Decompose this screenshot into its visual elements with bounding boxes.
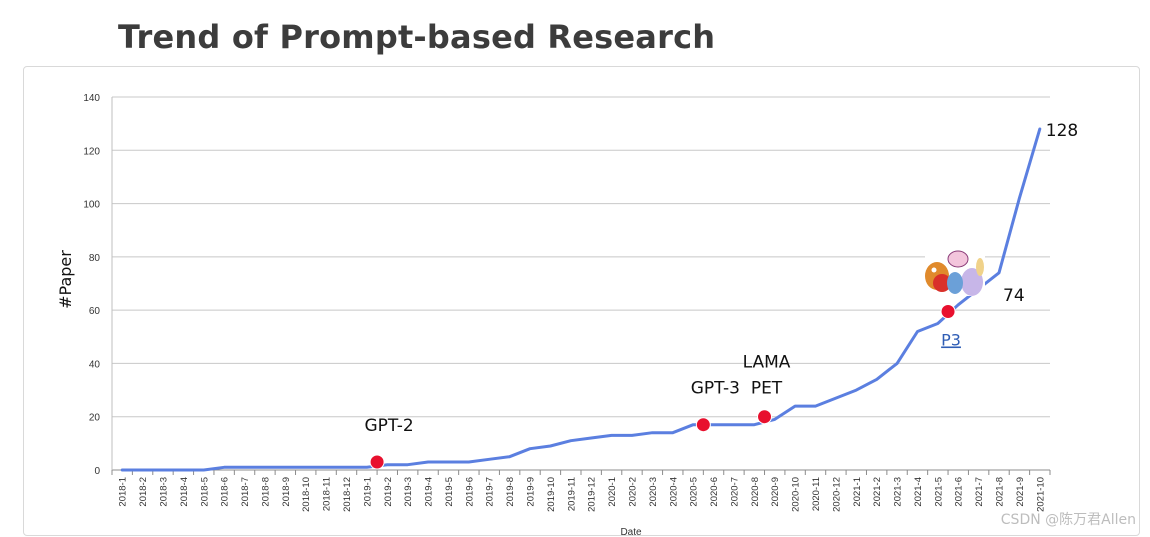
x-tick-label: 2018-6 [220, 477, 231, 507]
x-axis-title: Date [620, 527, 642, 537]
x-tick-label: 2021-2 [872, 477, 883, 507]
value-label: 128 [1046, 121, 1078, 141]
x-tick-label: 2019-2 [383, 477, 394, 507]
x-tick-label: 2020-6 [709, 477, 720, 507]
x-tick-label: 2020-5 [689, 477, 700, 507]
x-tick-label: 2019-7 [485, 477, 496, 507]
x-tick-label: 2019-4 [424, 477, 435, 507]
x-tick-label: 2018-4 [179, 477, 190, 507]
x-tick-label: 2021-1 [852, 477, 863, 507]
x-tick-label: 2020-9 [770, 477, 781, 507]
x-tick-label: 2019-8 [505, 477, 516, 507]
milestone-label: LAMA [743, 353, 791, 373]
x-tick-label: 2018-9 [281, 477, 292, 507]
milestone-label[interactable]: P3 [941, 330, 961, 349]
x-tick-label: 2020-1 [607, 477, 618, 507]
x-tick-label: 2021-9 [1015, 477, 1026, 507]
x-tick-label: 2021-4 [913, 477, 924, 507]
x-tick-label: 2021-7 [974, 477, 985, 507]
y-axis-title: #Paper [56, 250, 75, 309]
x-tick-label: 2020-4 [668, 477, 679, 507]
y-tick-label: 60 [89, 306, 101, 317]
x-tick-label: 2020-2 [627, 477, 638, 507]
x-tick-label: 2020-8 [750, 477, 761, 507]
x-tick-label: 2019-5 [444, 477, 455, 507]
milestone-marker [757, 409, 773, 425]
x-tick-label: 2020-3 [648, 477, 659, 507]
x-tick-label: 2018-5 [199, 477, 210, 507]
x-tick-label: 2021-6 [954, 477, 965, 507]
x-tick-label: 2021-10 [1035, 477, 1046, 512]
y-tick-label: 80 [89, 253, 101, 264]
x-tick-label: 2019-6 [464, 477, 475, 507]
x-tick-label: 2018-11 [322, 477, 333, 511]
muppets-illustration [925, 250, 985, 296]
x-tick-label: 2018-8 [260, 477, 271, 507]
x-tick-label: 2018-3 [158, 477, 169, 507]
y-tick-label: 140 [83, 93, 100, 104]
x-tick-label: 2021-5 [933, 477, 944, 507]
y-tick-label: 120 [83, 146, 100, 157]
watermark: CSDN @陈万君Allen [1000, 512, 1136, 528]
x-tick-label: 2018-7 [240, 477, 251, 507]
x-tick-label: 2019-1 [362, 477, 373, 507]
x-tick-label: 2019-12 [587, 477, 598, 512]
x-tick-label: 2020-7 [729, 477, 740, 507]
x-tick-label: 2020-11 [811, 477, 822, 511]
x-tick-label: 2021-3 [893, 477, 904, 507]
y-tick-label: 0 [94, 466, 100, 477]
milestone-marker [940, 303, 956, 319]
x-tick-label: 2019-10 [546, 477, 557, 512]
milestone-label: GPT-2 [364, 416, 413, 436]
milestone-label: PET [751, 379, 783, 399]
x-tick-label: 2019-11 [566, 477, 577, 511]
x-tick-label: 2019-3 [403, 477, 414, 507]
x-tick-label: 2018-12 [342, 477, 353, 512]
x-tick-label: 2020-10 [791, 477, 802, 512]
x-tick-label: 2018-1 [118, 477, 129, 507]
milestone-label: GPT-3 [691, 379, 740, 399]
y-tick-label: 40 [89, 359, 101, 370]
chart-frame [23, 66, 1140, 536]
x-tick-label: 2021-8 [995, 477, 1006, 507]
x-tick-label: 2018-10 [301, 477, 312, 512]
series-line [120, 127, 1042, 472]
value-label: 74 [1003, 286, 1025, 306]
milestone-marker [369, 454, 385, 470]
page-title: Trend of Prompt-based Research [118, 18, 716, 56]
milestone-marker [695, 417, 711, 433]
x-tick-label: 2020-12 [831, 477, 842, 512]
y-tick-label: 20 [89, 413, 101, 424]
y-tick-label: 100 [83, 200, 100, 211]
x-tick-label: 2019-9 [526, 477, 537, 507]
x-tick-label: 2018-2 [138, 477, 149, 507]
